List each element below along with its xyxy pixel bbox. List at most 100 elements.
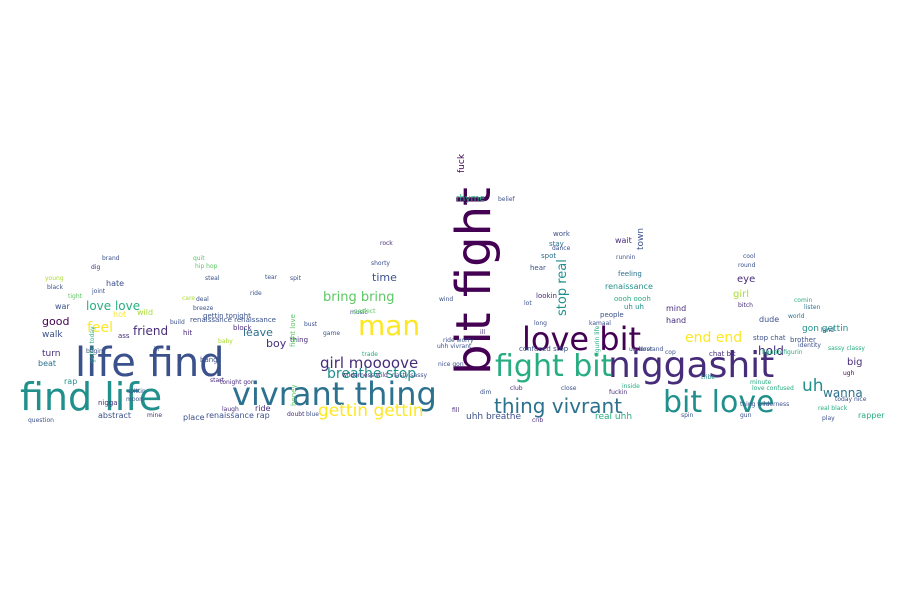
cloud-word-door: door bbox=[639, 346, 653, 353]
cloud-word-dance: dance bbox=[552, 245, 571, 252]
cloud-word-world: world bbox=[788, 313, 805, 320]
cloud-word-cool: cool bbox=[743, 253, 756, 260]
cloud-word-minute: minute bbox=[750, 379, 772, 386]
cloud-word-long: long bbox=[534, 320, 547, 327]
cloud-word-honey: honey bbox=[290, 384, 298, 406]
cloud-word-place: place bbox=[183, 413, 205, 422]
cloud-word-rapper: rapper bbox=[858, 411, 885, 420]
cloud-word-baby: baby bbox=[218, 338, 233, 345]
cloud-word-doubt: doubt bbox=[287, 411, 305, 418]
cloud-word-spit: spit bbox=[290, 275, 301, 282]
cloud-word-young: young bbox=[45, 275, 64, 282]
cloud-word-music: music bbox=[350, 309, 368, 316]
cloud-word-hit: hit bbox=[183, 329, 193, 337]
cloud-word-rhyme: rhyme bbox=[456, 194, 485, 204]
cloud-word-hip-hop: hip hop bbox=[195, 263, 218, 270]
cloud-word-work: work bbox=[553, 230, 570, 238]
cloud-word-real-uhh: real uhh bbox=[595, 412, 633, 422]
cloud-word-game: game bbox=[323, 330, 341, 337]
cloud-word-close: close bbox=[561, 385, 577, 392]
cloud-word-wind: wind bbox=[439, 296, 454, 303]
cloud-word-land: land bbox=[821, 327, 834, 334]
cloud-word-gon-gettin: gon gettin bbox=[802, 324, 849, 334]
cloud-word-dim: dim bbox=[480, 389, 492, 396]
cloud-word-trade: trade bbox=[362, 351, 378, 358]
cloud-word-friend: friend bbox=[133, 324, 169, 338]
cloud-word-nasty-sassy: nasty sassy bbox=[392, 372, 428, 379]
cloud-word-quit: quit bbox=[193, 255, 205, 262]
cloud-word-wild: wild bbox=[137, 308, 154, 317]
cloud-word-wait: wait bbox=[615, 236, 632, 245]
cloud-word-love-bit: love bit bbox=[522, 320, 642, 358]
cloud-word-boy: boy bbox=[266, 337, 287, 350]
cloud-word-uh: uh bbox=[802, 376, 824, 396]
cloud-word-spittin: spittin bbox=[127, 388, 146, 395]
cloud-word-stay: stay bbox=[549, 240, 564, 248]
cloud-word-belief: belief bbox=[498, 196, 515, 203]
cloud-word-life-find: life find bbox=[75, 340, 225, 386]
cloud-word-wanna: wanna bbox=[823, 386, 863, 400]
cloud-word-nigga: nigga bbox=[98, 399, 118, 407]
cloud-word-leave: leave bbox=[243, 326, 273, 339]
cloud-word-bust: bust bbox=[304, 321, 318, 328]
cloud-word-inside: inside bbox=[622, 383, 640, 390]
cloud-word-love-love: love love bbox=[86, 299, 141, 313]
cloud-word-fuck: fuck bbox=[457, 153, 467, 173]
cloud-word-uhh-breathe: uhh breathe bbox=[466, 412, 522, 422]
cloud-word-uhh-vivrant: uhh vivrant bbox=[437, 343, 472, 350]
cloud-word-play: play bbox=[822, 415, 835, 422]
cloud-word-nice-gon: nice gon bbox=[438, 361, 464, 368]
cloud-word-block: block bbox=[233, 324, 252, 332]
cloud-word-joint: joint bbox=[92, 288, 106, 295]
cloud-word-listen: listen bbox=[804, 304, 821, 311]
cloud-word-war: war bbox=[55, 302, 70, 311]
cloud-word-sassy-classy: sassy classy bbox=[828, 345, 865, 352]
cloud-word-ill: ill bbox=[480, 329, 486, 336]
cloud-word-breeze: breeze bbox=[193, 305, 214, 312]
cloud-word-lil: lil bbox=[154, 346, 160, 353]
cloud-word-hear: hear bbox=[530, 264, 546, 272]
cloud-word-tonight-gon: tonight gon bbox=[220, 379, 255, 386]
cloud-word-eye: eye bbox=[737, 274, 756, 285]
cloud-word-ass: ass bbox=[118, 332, 130, 340]
cloud-word-hot: hot bbox=[113, 310, 127, 319]
cloud-word-rap: rap bbox=[64, 377, 78, 386]
cloud-word-begin: begin bbox=[86, 348, 103, 355]
cloud-word-confused-stop: confused stop bbox=[519, 345, 569, 353]
cloud-word-turn: turn bbox=[42, 349, 61, 359]
cloud-word-find-life: find life bbox=[20, 375, 163, 419]
cloud-word-ride: ride bbox=[250, 290, 262, 297]
cloud-word-chat-bit: chat bit bbox=[709, 350, 736, 358]
cloud-word-round: round bbox=[738, 262, 756, 269]
cloud-word-uh-uh: uh uh bbox=[624, 303, 644, 311]
cloud-word-care: care bbox=[182, 295, 196, 302]
cloud-word-gun: gun bbox=[740, 412, 752, 419]
cloud-word-renaissance: renaissance bbox=[605, 282, 653, 291]
cloud-word-beat: beat bbox=[38, 359, 57, 368]
cloud-word-gettin-tonight: gettin tonight bbox=[203, 312, 251, 320]
cloud-word-fight-bit: fight bit bbox=[495, 349, 613, 384]
cloud-word-lookin: lookin bbox=[536, 292, 557, 300]
cloud-word-club: club bbox=[510, 385, 523, 392]
cloud-word-spot: spot bbox=[541, 252, 557, 260]
cloud-word-good: good bbox=[42, 315, 70, 328]
cloud-word-brother: brother bbox=[790, 336, 816, 344]
cloud-word-cop: cop bbox=[665, 349, 676, 356]
cloud-word-end-end: end end bbox=[685, 330, 743, 346]
cloud-word-bit-love: bit love bbox=[663, 385, 775, 420]
cloud-word-ugh: ugh bbox=[843, 370, 855, 377]
cloud-word-bang: bang bbox=[200, 356, 218, 364]
cloud-word-wilderness-wild: wilderness wild bbox=[342, 372, 388, 379]
cloud-word-start: start bbox=[210, 377, 224, 384]
cloud-word-vivrant-thing: vivrant thing bbox=[232, 375, 437, 413]
cloud-word-feel: feel bbox=[87, 320, 114, 336]
cloud-word-moon: moon bbox=[126, 396, 143, 403]
cloud-word-laugh: laugh bbox=[222, 406, 239, 413]
cloud-word-spin: spin bbox=[681, 412, 694, 419]
cloud-word-deal: deal bbox=[196, 296, 209, 303]
cloud-word-ride: ride bbox=[255, 404, 271, 413]
cloud-word-girl-moooove: girl moooove bbox=[320, 354, 419, 372]
cloud-word-fill: fill bbox=[452, 407, 460, 414]
cloud-word-shorty: shorty bbox=[371, 260, 390, 267]
